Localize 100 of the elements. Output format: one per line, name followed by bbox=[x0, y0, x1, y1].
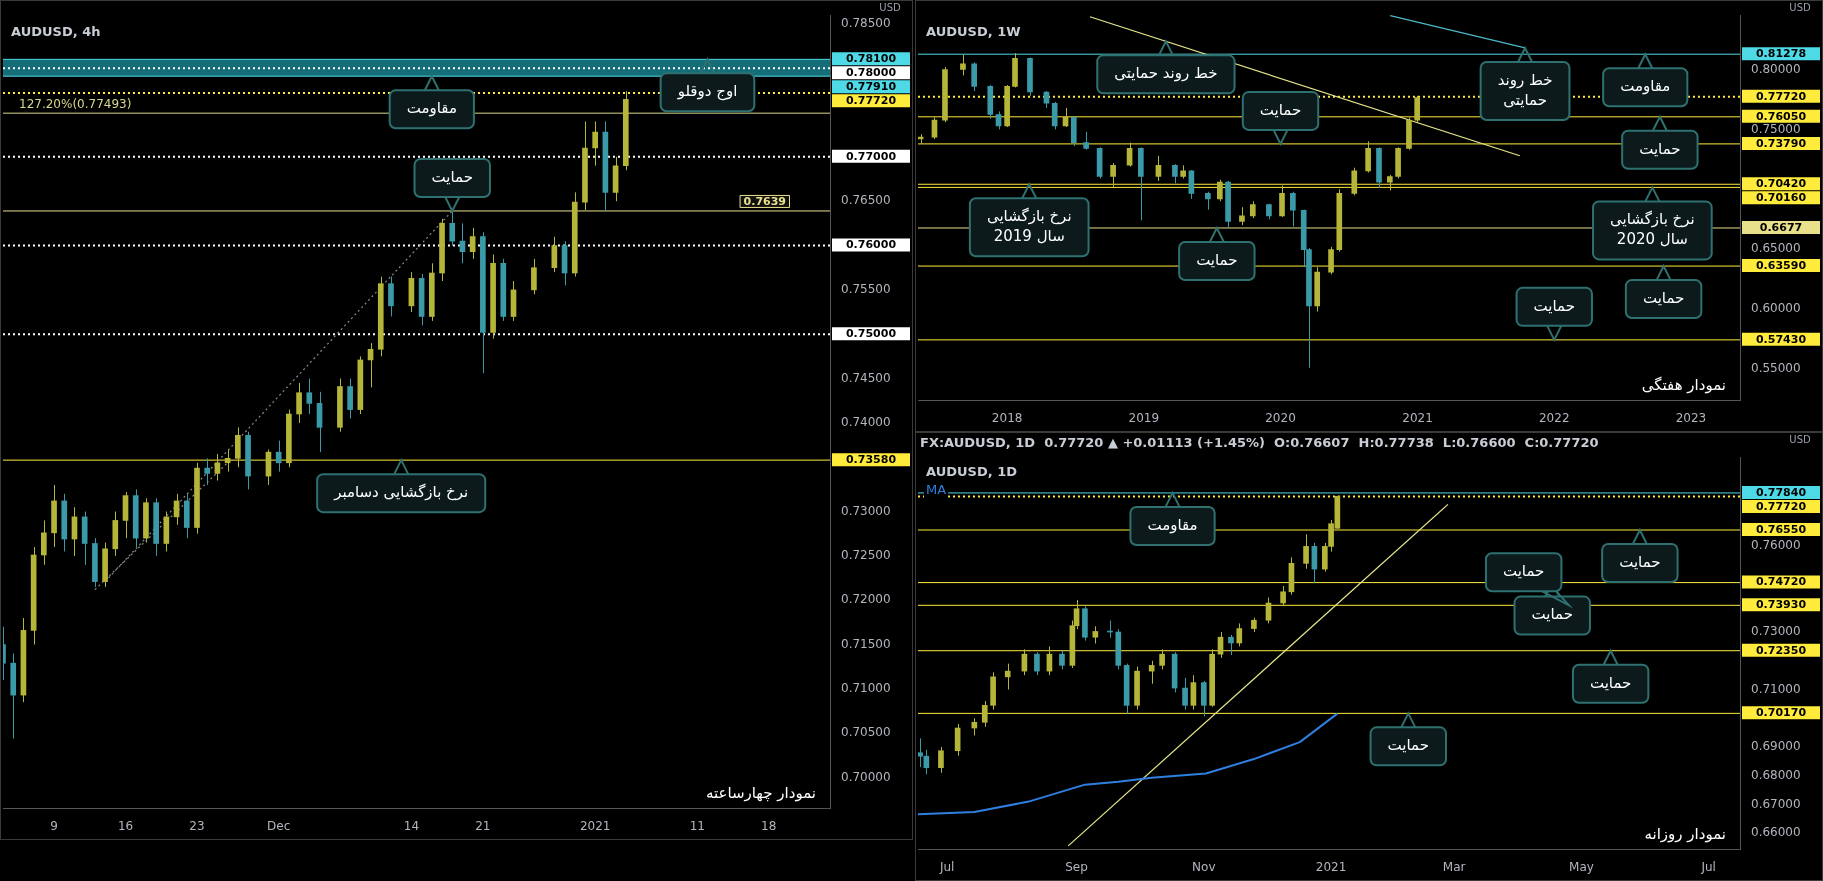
y-axis-title: USD bbox=[1789, 433, 1811, 445]
x-tick-label: Dec bbox=[267, 818, 291, 833]
x-tick-label: 2021 bbox=[1315, 859, 1347, 874]
ref-line-label: 0.70420 bbox=[1755, 177, 1807, 191]
annotation: حمایت bbox=[1531, 605, 1573, 624]
ref-line-label: 0.73790 bbox=[1755, 136, 1807, 150]
ref-line-label: 0.77720 bbox=[1755, 89, 1807, 103]
x-tick-label: 21 bbox=[475, 818, 491, 833]
annotation: نمودار چهارساعته bbox=[705, 784, 816, 803]
ref-line-label: 0.77910 bbox=[845, 80, 897, 94]
ref-line-label: 0.78000 bbox=[845, 66, 897, 80]
x-tick-label: 9 bbox=[50, 818, 58, 833]
annotation: مقاومت bbox=[406, 99, 457, 118]
chart-title: FX:AUDUSD, 1D 0.77720 ▲ +0.01113 (+1.45%) O:0.76607 H:0.77738 L:0.76600 C:0.77720 bbox=[920, 435, 1599, 451]
y-tick-label: 0.67000 bbox=[1751, 796, 1801, 811]
y-tick-label: 0.71000 bbox=[1751, 681, 1801, 696]
y-tick-label: 0.60000 bbox=[1751, 301, 1801, 316]
y-tick-label: 0.75000 bbox=[1751, 121, 1801, 136]
y-tick-label: 0.66000 bbox=[1751, 825, 1801, 840]
y-tick-label: 0.70000 bbox=[841, 769, 891, 784]
y-tick-label: 0.70500 bbox=[841, 725, 891, 740]
x-tick-label: Mar bbox=[1442, 859, 1466, 874]
x-tick-label: 2019 bbox=[1128, 410, 1160, 425]
y-tick-label: 0.72500 bbox=[841, 548, 891, 563]
y-axis-title: USD bbox=[1789, 1, 1811, 13]
y-tick-label: 0.80000 bbox=[1751, 61, 1801, 76]
annotation: حمایت bbox=[1639, 139, 1681, 158]
x-tick-label: 11 bbox=[689, 818, 705, 833]
ref-line-label: 0.72350 bbox=[1755, 643, 1807, 657]
text: AUDUSD, 1D bbox=[926, 464, 1018, 480]
x-tick-label: Sep bbox=[1065, 859, 1088, 874]
x-tick-label: 23 bbox=[189, 818, 205, 833]
ref-line-label: 0.74720 bbox=[1755, 575, 1807, 589]
y-tick-label: 0.74000 bbox=[841, 415, 891, 430]
y-axis-title: USD bbox=[879, 1, 901, 13]
ref-line-label: 0.63590 bbox=[1755, 258, 1807, 272]
annotation: خط روند حمایتی bbox=[1497, 70, 1553, 109]
ref-line-label: 0.76550 bbox=[1755, 522, 1807, 536]
y-tick-label: 0.76500 bbox=[841, 193, 891, 208]
y-tick-label: 0.71000 bbox=[841, 681, 891, 696]
y-tick-label: 0.71500 bbox=[841, 636, 891, 651]
x-tick-label: 2022 bbox=[1538, 410, 1570, 425]
annotation: حمایت bbox=[1196, 250, 1238, 269]
ref-line-label: 0.57430 bbox=[1755, 332, 1807, 346]
annotation: نمودار روزانه bbox=[1644, 825, 1726, 844]
x-tick-label: 18 bbox=[761, 818, 777, 833]
ref-line-label: 0.81278 bbox=[1755, 47, 1807, 61]
ref-line-label: 0.7639 bbox=[743, 194, 786, 208]
y-tick-label: 0.73000 bbox=[1751, 624, 1801, 639]
annotation: حمایت bbox=[1642, 288, 1685, 307]
annotation: نرخ بازگشایی دسامبر bbox=[333, 483, 469, 502]
ref-line-label: 0.6677 bbox=[1759, 220, 1803, 234]
y-tick-label: 0.78500 bbox=[841, 15, 891, 30]
x-tick-label: 2020 bbox=[1265, 410, 1296, 425]
annotation: حمایت bbox=[1589, 673, 1632, 692]
ref-line-label: 0.78100 bbox=[845, 52, 897, 66]
y-tick-label: 0.74500 bbox=[841, 370, 891, 385]
y-tick-label: 0.69000 bbox=[1751, 739, 1801, 754]
annotation: حمایت bbox=[431, 167, 473, 186]
ref-line-label: 0.77000 bbox=[845, 149, 897, 163]
annotation: مقاومت bbox=[1620, 77, 1671, 96]
x-tick-label: Jul bbox=[1700, 859, 1716, 874]
x-tick-label: 2021 bbox=[579, 818, 611, 833]
x-tick-label: Jul bbox=[938, 859, 955, 874]
annotation: مقاومت bbox=[1147, 515, 1198, 534]
ref-line-label: 0.77720 bbox=[845, 94, 897, 108]
y-tick-label: 0.73000 bbox=[841, 503, 891, 518]
annotation: اوج دوقلو bbox=[676, 82, 738, 102]
annotation: نرخ بازگشایی سال 2019 bbox=[986, 207, 1072, 246]
y-tick-label: 0.55000 bbox=[1751, 361, 1801, 376]
ref-line-label: 0.77840 bbox=[1755, 485, 1807, 499]
ref-line-label: 0.76050 bbox=[1755, 109, 1807, 123]
text: AUDUSD, 1W bbox=[926, 24, 1021, 40]
x-tick-label: 16 bbox=[117, 818, 134, 833]
annotation: حمایت bbox=[1387, 736, 1429, 755]
ref-line-label: 0.77720 bbox=[1755, 499, 1807, 513]
y-tick-label: 0.68000 bbox=[1751, 767, 1801, 782]
annotation: حمایت bbox=[1619, 552, 1661, 571]
x-tick-label: 2021 bbox=[1402, 410, 1433, 425]
y-tick-label: 0.65000 bbox=[1751, 241, 1801, 256]
annotation: نرخ بازگشایی سال 2020 bbox=[1610, 210, 1695, 249]
ref-line-label: 0.70160 bbox=[1755, 191, 1807, 205]
annotation: حمایت bbox=[1259, 100, 1302, 119]
y-tick-label: 0.75500 bbox=[841, 282, 891, 296]
annotation: نمودار هفتگی bbox=[1641, 376, 1726, 395]
annotation: حمایت bbox=[1533, 296, 1575, 315]
text: MA bbox=[926, 482, 947, 498]
ref-line-label: 0.70170 bbox=[1755, 706, 1807, 720]
x-tick-label: 2023 bbox=[1675, 410, 1707, 425]
text: AUDUSD, 4h bbox=[11, 24, 101, 40]
y-tick-label: 0.76000 bbox=[1751, 537, 1801, 552]
y-tick-label: 0.72000 bbox=[841, 592, 891, 607]
annotation: حمایت bbox=[1502, 562, 1545, 581]
x-tick-label: 14 bbox=[403, 818, 420, 833]
ref-line-label: 127.20%(0.77493) bbox=[19, 97, 132, 112]
ref-line-label: 0.73580 bbox=[845, 452, 897, 466]
annotation: خط روند حمایتی bbox=[1114, 64, 1218, 83]
x-tick-label: Nov bbox=[1192, 859, 1216, 874]
x-tick-label: 2018 bbox=[991, 410, 1023, 425]
x-tick-label: May bbox=[1569, 859, 1594, 874]
